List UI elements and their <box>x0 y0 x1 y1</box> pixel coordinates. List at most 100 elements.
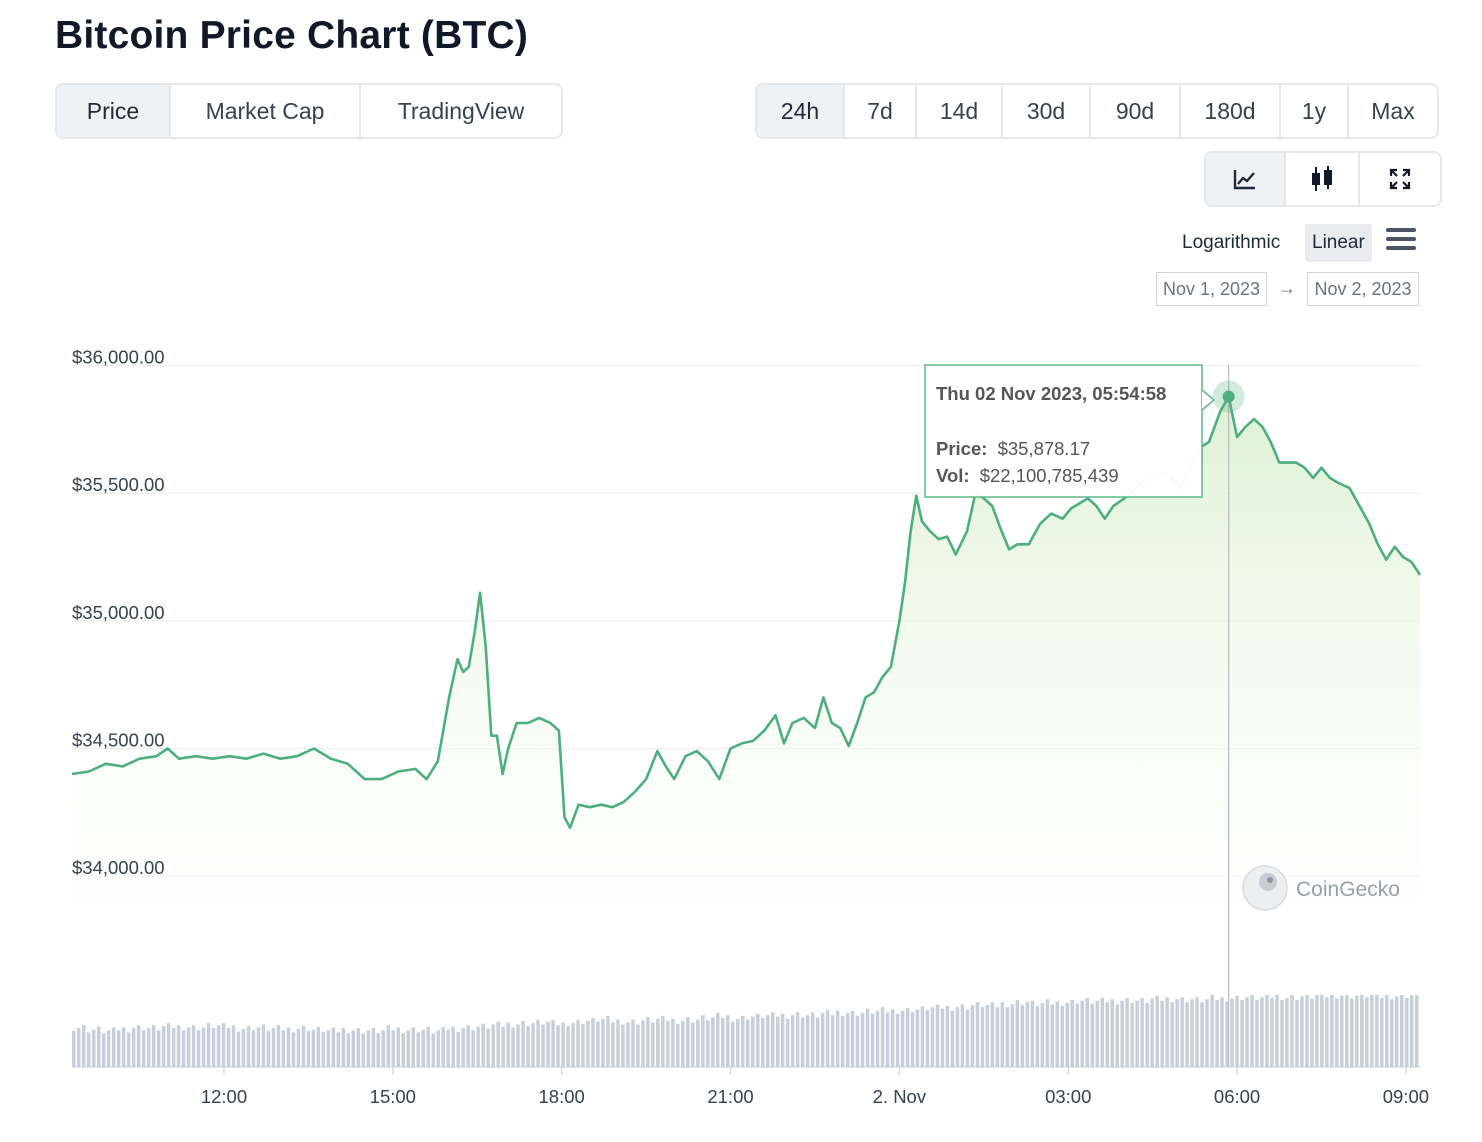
range-24h[interactable]: 24h <box>757 85 845 137</box>
tab-market-cap[interactable]: Market Cap <box>171 85 361 137</box>
volume-bar <box>456 1031 460 1067</box>
volume-bar <box>766 1015 770 1067</box>
volume-bar <box>1030 1000 1035 1067</box>
volume-bar <box>1225 1001 1229 1067</box>
candlestick-button[interactable] <box>1286 153 1360 205</box>
volume-bar <box>1380 997 1384 1067</box>
volume-bar <box>111 1027 116 1067</box>
range-30d[interactable]: 30d <box>1003 85 1091 137</box>
volume-bar <box>326 1030 331 1067</box>
volume-bar <box>251 1030 256 1067</box>
volume-bar <box>970 1005 975 1067</box>
volume-bar <box>656 1018 660 1067</box>
range-90d[interactable]: 90d <box>1091 85 1181 137</box>
range-7d[interactable]: 7d <box>845 85 917 137</box>
volume-bar <box>1270 997 1274 1067</box>
tab-tradingview[interactable]: TradingView <box>397 97 525 124</box>
logarithmic-option[interactable]: Logarithmic <box>1182 232 1281 253</box>
volume-bar <box>311 1029 316 1067</box>
volume-bar <box>266 1031 271 1067</box>
volume-bar <box>1330 995 1334 1067</box>
watermark: CoinGecko <box>1242 865 1400 911</box>
volume-bar <box>1325 997 1329 1067</box>
volume-bar <box>776 1016 780 1067</box>
volume-bar <box>561 1022 565 1067</box>
volume-bar <box>1100 997 1104 1067</box>
volume-bar <box>1410 995 1414 1067</box>
volume-bar <box>830 1015 835 1067</box>
volume-bar <box>376 1033 380 1067</box>
volume-bar <box>1350 998 1354 1067</box>
range-14d[interactable]: 14d <box>917 85 1003 137</box>
volume-bar <box>496 1021 500 1067</box>
volume-bar <box>915 1009 920 1067</box>
volume-bar <box>196 1030 201 1067</box>
date-from-input[interactable]: Nov 1, 2023 <box>1156 272 1267 306</box>
line-chart-button[interactable] <box>1206 153 1286 205</box>
volume-bar <box>1365 997 1369 1067</box>
linear-option[interactable]: Linear <box>1305 224 1372 262</box>
volume-bar <box>771 1012 775 1067</box>
volume-bar <box>1360 995 1364 1067</box>
volume-bar <box>1130 1002 1134 1067</box>
volume-bar <box>691 1022 695 1067</box>
volume-bar <box>226 1028 231 1067</box>
range-max[interactable]: Max <box>1371 97 1415 124</box>
volume-bar <box>1015 1000 1020 1067</box>
volume-bar <box>1115 1004 1119 1067</box>
tab-price[interactable]: Price <box>57 85 171 137</box>
volume-bar <box>391 1030 395 1067</box>
fullscreen-button[interactable] <box>1360 153 1440 205</box>
volume-bar <box>276 1025 281 1067</box>
x-tick-label: 18:00 <box>539 1086 585 1107</box>
volume-bar <box>286 1027 291 1067</box>
volume-bar <box>316 1026 321 1067</box>
volume-bar <box>1010 1004 1015 1067</box>
hamburger-menu-icon[interactable] <box>1386 228 1416 254</box>
volume-bar <box>1280 1000 1284 1067</box>
volume-bar <box>1060 1005 1064 1067</box>
volume-bar <box>421 1029 425 1067</box>
range-180d[interactable]: 180d <box>1181 85 1281 137</box>
range-1y[interactable]: 1y <box>1281 85 1349 137</box>
volume-bar <box>341 1028 346 1067</box>
volume-bar <box>1320 995 1324 1067</box>
date-to-input[interactable]: Nov 2, 2023 <box>1307 272 1419 306</box>
volume-bar <box>1040 1002 1045 1067</box>
volume-bar <box>511 1027 515 1067</box>
volume-bar <box>1315 995 1319 1067</box>
volume-bar <box>576 1020 580 1067</box>
volume-bar <box>366 1030 371 1067</box>
x-tick-label: 2. Nov <box>873 1086 927 1107</box>
volume-bar <box>666 1020 670 1067</box>
volume-bar <box>651 1022 655 1067</box>
volume-bar <box>1335 998 1339 1067</box>
volume-bar <box>291 1032 296 1067</box>
volume-bar <box>1045 999 1050 1067</box>
volume-bar <box>306 1031 311 1067</box>
chart-mode-tabs <box>1204 151 1442 207</box>
volume-bar <box>1305 995 1309 1067</box>
volume-bar <box>1355 995 1359 1067</box>
volume-bar <box>256 1027 261 1067</box>
volume-bar <box>1235 995 1239 1067</box>
volume-bar <box>136 1025 141 1067</box>
volume-bar <box>1155 995 1159 1067</box>
y-tick-label: $35,000.00 <box>72 602 165 623</box>
volume-bar <box>446 1029 450 1067</box>
volume-bar <box>681 1020 685 1067</box>
volume-bar <box>616 1019 620 1067</box>
volume-bar <box>686 1017 690 1067</box>
volume-bar <box>331 1027 336 1067</box>
volume-bar <box>1035 1005 1040 1067</box>
x-tick-label: 12:00 <box>201 1086 247 1107</box>
volume-bar <box>885 1012 890 1067</box>
volume-bar <box>336 1032 341 1067</box>
volume-bar <box>481 1023 485 1067</box>
volume-bar <box>151 1025 156 1067</box>
volume-bar <box>191 1025 196 1067</box>
volume-bar <box>1125 997 1129 1067</box>
volume-bar <box>106 1030 111 1067</box>
volume-bar <box>591 1018 595 1067</box>
